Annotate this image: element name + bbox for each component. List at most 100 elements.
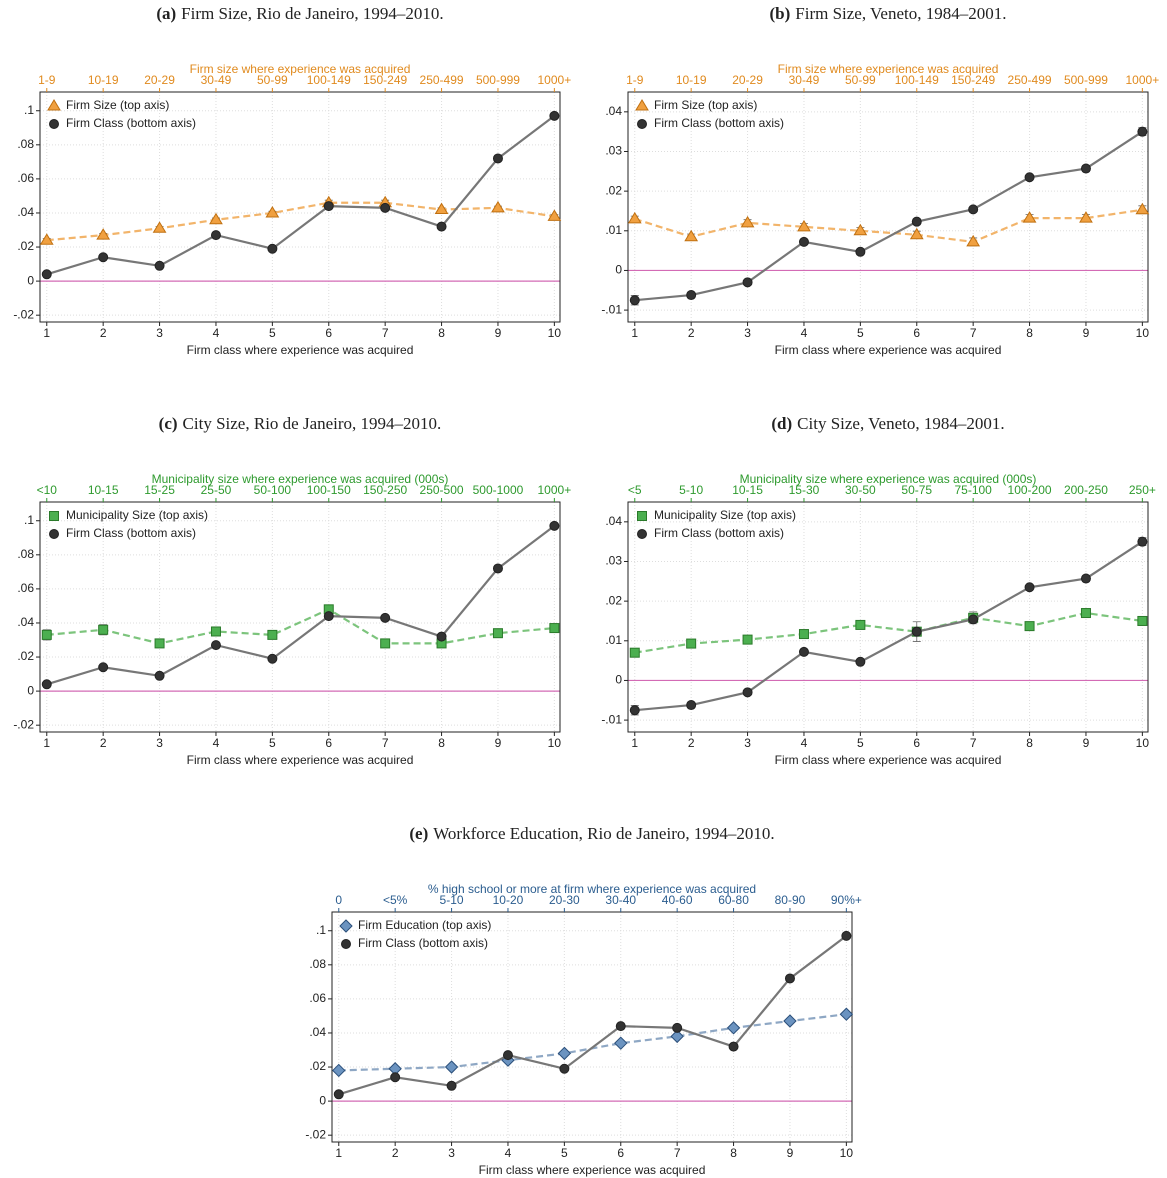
top-axis-title: Firm size where experience was acquired [190, 62, 411, 76]
marker [629, 295, 640, 306]
marker [549, 520, 560, 531]
legend-label: Firm Class (bottom axis) [66, 116, 196, 130]
legend-marker [49, 529, 59, 539]
panel-label: (c) [159, 414, 178, 433]
legend-label: Firm Size (top axis) [654, 98, 757, 112]
marker [968, 204, 979, 215]
top-axis-title: % high school or more at firm where expe… [428, 882, 756, 896]
marker [686, 638, 697, 649]
x-tick-label: 8 [438, 326, 445, 340]
x-axis-title: Firm class where experience was acquired [775, 753, 1002, 767]
marker [1024, 582, 1035, 593]
x-tick-label: 7 [382, 736, 389, 750]
marker [492, 628, 503, 639]
y-tick-label: .08 [17, 137, 34, 151]
marker [1024, 621, 1035, 632]
y-tick-label: 0 [319, 1093, 326, 1107]
x-tick-label: 3 [744, 326, 751, 340]
marker [1137, 536, 1148, 547]
marker [670, 1029, 684, 1044]
y-tick-label: .06 [17, 581, 34, 595]
legend-label: Firm Class (bottom axis) [66, 526, 196, 540]
y-tick-label: .03 [605, 144, 622, 158]
top-tick-label: 30-49 [789, 73, 820, 87]
title-text: Firm Size, Rio de Janeiro, 1994–2010. [181, 4, 444, 23]
marker [1022, 211, 1037, 223]
top-tick-label: 500-999 [1064, 73, 1108, 87]
y-tick-label: -.02 [13, 717, 34, 731]
y-tick-label: .01 [605, 633, 622, 647]
y-tick-label: .06 [17, 171, 34, 185]
marker [267, 629, 278, 640]
legend-marker [47, 99, 61, 111]
top-tick-label: 1-9 [626, 73, 644, 87]
x-tick-label: 5 [561, 1146, 568, 1160]
top-tick-label: 150-249 [363, 73, 407, 87]
x-tick-label: 5 [269, 326, 276, 340]
marker [98, 252, 109, 263]
marker [853, 223, 868, 236]
marker [209, 212, 223, 225]
x-tick-label: 1 [631, 736, 638, 750]
marker [333, 1089, 344, 1100]
chart-title: (e) Workforce Education, Rio de Janeiro, … [409, 824, 774, 843]
y-tick-label: 0 [27, 273, 34, 287]
marker [390, 1072, 401, 1083]
chart-title: (d) City Size, Veneto, 1984–2001. [771, 414, 1004, 433]
top-tick-label: 25-50 [201, 483, 232, 497]
x-tick-label: 2 [100, 326, 107, 340]
marker [98, 624, 109, 635]
x-tick-label: 9 [1083, 736, 1090, 750]
series-line [46, 524, 556, 686]
marker [323, 201, 334, 212]
x-tick-label: 4 [213, 326, 220, 340]
marker [154, 638, 165, 649]
top-tick-label: 250+ [1129, 483, 1156, 497]
y-tick-label: .1 [24, 513, 34, 527]
marker [444, 1060, 459, 1074]
x-tick-label: 7 [970, 326, 977, 340]
legend-marker [637, 511, 647, 521]
marker [267, 653, 278, 664]
y-tick-label: .02 [309, 1059, 326, 1073]
marker [784, 973, 795, 984]
x-tick-label: 3 [448, 1146, 455, 1160]
x-tick-label: 10 [548, 326, 562, 340]
marker [96, 228, 111, 240]
x-axis-title: Firm class where experience was acquired [187, 753, 414, 767]
x-axis-title: Firm class where experience was acquired [187, 343, 414, 357]
marker [798, 236, 809, 247]
x-tick-label: 6 [325, 326, 332, 340]
x-tick-label: 3 [156, 736, 163, 750]
top-tick-label: 100-150 [307, 483, 351, 497]
y-tick-label: .04 [309, 1025, 326, 1039]
marker [1080, 163, 1091, 174]
y-tick-label: .02 [605, 183, 622, 197]
y-tick-label: .02 [17, 239, 34, 253]
marker [41, 629, 52, 640]
marker [267, 243, 278, 254]
x-tick-label: 9 [787, 1146, 794, 1160]
marker [742, 277, 753, 288]
y-tick-label: .01 [605, 223, 622, 237]
top-tick-label: <5% [383, 893, 408, 907]
marker [434, 202, 449, 215]
title-text: City Size, Rio de Janeiro, 1994–2010. [183, 414, 442, 433]
marker [154, 260, 165, 271]
marker [152, 221, 167, 233]
series-line [634, 208, 1143, 244]
legend-label: Firm Class (bottom axis) [358, 936, 488, 950]
y-tick-label: .04 [17, 205, 34, 219]
top-tick-label: 1000+ [538, 483, 572, 497]
x-tick-label: 1 [631, 326, 638, 340]
x-tick-label: 9 [495, 736, 502, 750]
x-tick-label: 5 [857, 326, 864, 340]
marker [549, 110, 560, 121]
top-tick-label: 20-29 [732, 73, 763, 87]
top-tick-label: 50-99 [257, 73, 288, 87]
y-tick-label: 0 [27, 683, 34, 697]
chart: (a) Firm Size, Rio de Janeiro, 1994–2010.… [13, 4, 571, 357]
top-tick-label: 100-149 [895, 73, 939, 87]
x-tick-label: 10 [840, 1146, 854, 1160]
top-tick-label: 200-250 [1064, 483, 1108, 497]
